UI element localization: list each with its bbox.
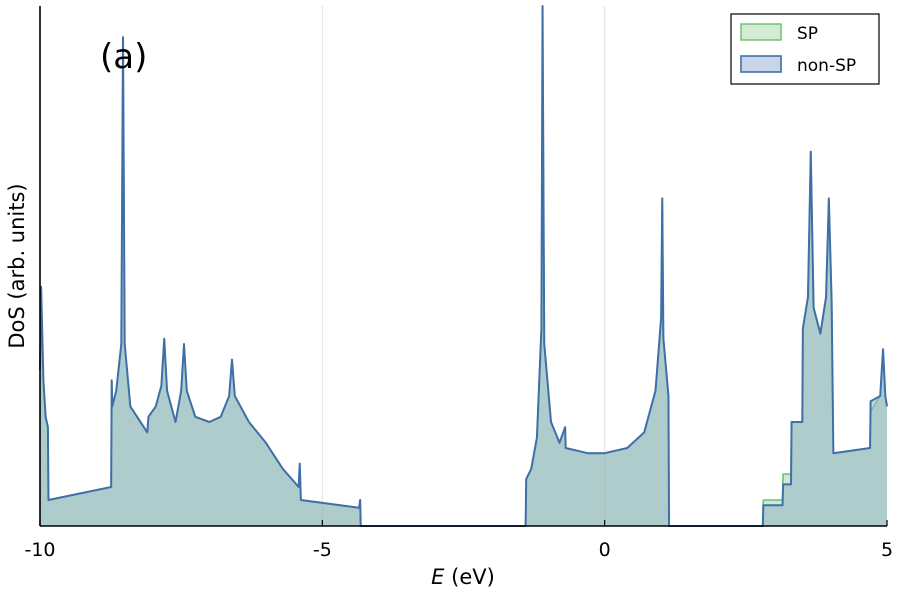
series-fill-non-sp [40, 6, 887, 526]
x-tick-label: -5 [313, 539, 332, 561]
gridlines [321, 6, 606, 526]
legend: SP non-SP [730, 13, 880, 85]
legend-label-non-sp: non-SP [797, 56, 856, 76]
y-axis-label: DoS (arb. units) [5, 183, 29, 348]
axes [39, 6, 887, 527]
x-axis-symbol: E [431, 565, 445, 589]
panel-label: (a) [100, 37, 147, 77]
x-tick-label: -10 [24, 539, 55, 561]
x-tick-label: 0 [599, 539, 611, 561]
legend-swatch-non-sp [740, 55, 782, 73]
legend-label-sp: SP [797, 24, 818, 44]
x-ticks: -10 -5 0 5 [24, 520, 893, 561]
x-tick-label: 5 [881, 539, 893, 561]
series-layer [39, 5, 888, 527]
series-line-non-sp [39, 5, 888, 527]
legend-swatch-sp [740, 23, 782, 41]
x-axis-label: E (eV) [431, 565, 495, 589]
x-axis-unit: (eV) [444, 565, 494, 589]
